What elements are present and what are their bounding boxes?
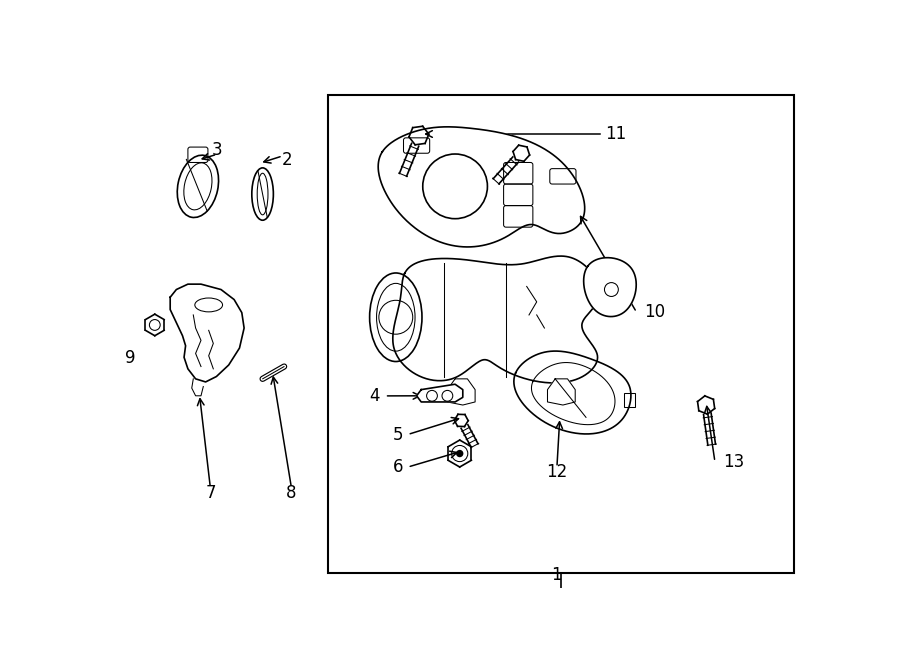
Bar bbox=[328, 95, 794, 573]
Polygon shape bbox=[378, 127, 585, 247]
Text: 1: 1 bbox=[552, 566, 562, 584]
Text: 12: 12 bbox=[546, 463, 568, 481]
Circle shape bbox=[456, 450, 464, 457]
Text: 6: 6 bbox=[392, 458, 403, 476]
Text: 10: 10 bbox=[644, 303, 665, 321]
Text: 13: 13 bbox=[723, 453, 744, 471]
Polygon shape bbox=[514, 351, 631, 434]
Text: 2: 2 bbox=[282, 151, 292, 169]
Polygon shape bbox=[447, 379, 475, 405]
Polygon shape bbox=[417, 384, 463, 402]
Text: 5: 5 bbox=[392, 426, 403, 444]
Polygon shape bbox=[170, 284, 244, 382]
Text: 7: 7 bbox=[205, 484, 216, 502]
Text: 9: 9 bbox=[125, 349, 135, 368]
Bar bbox=[625, 393, 635, 407]
Text: 11: 11 bbox=[605, 125, 626, 143]
Polygon shape bbox=[547, 379, 575, 405]
Polygon shape bbox=[392, 256, 598, 383]
Polygon shape bbox=[584, 258, 636, 317]
Text: 8: 8 bbox=[286, 484, 297, 502]
Text: 3: 3 bbox=[212, 141, 222, 159]
Text: 4: 4 bbox=[370, 387, 380, 405]
